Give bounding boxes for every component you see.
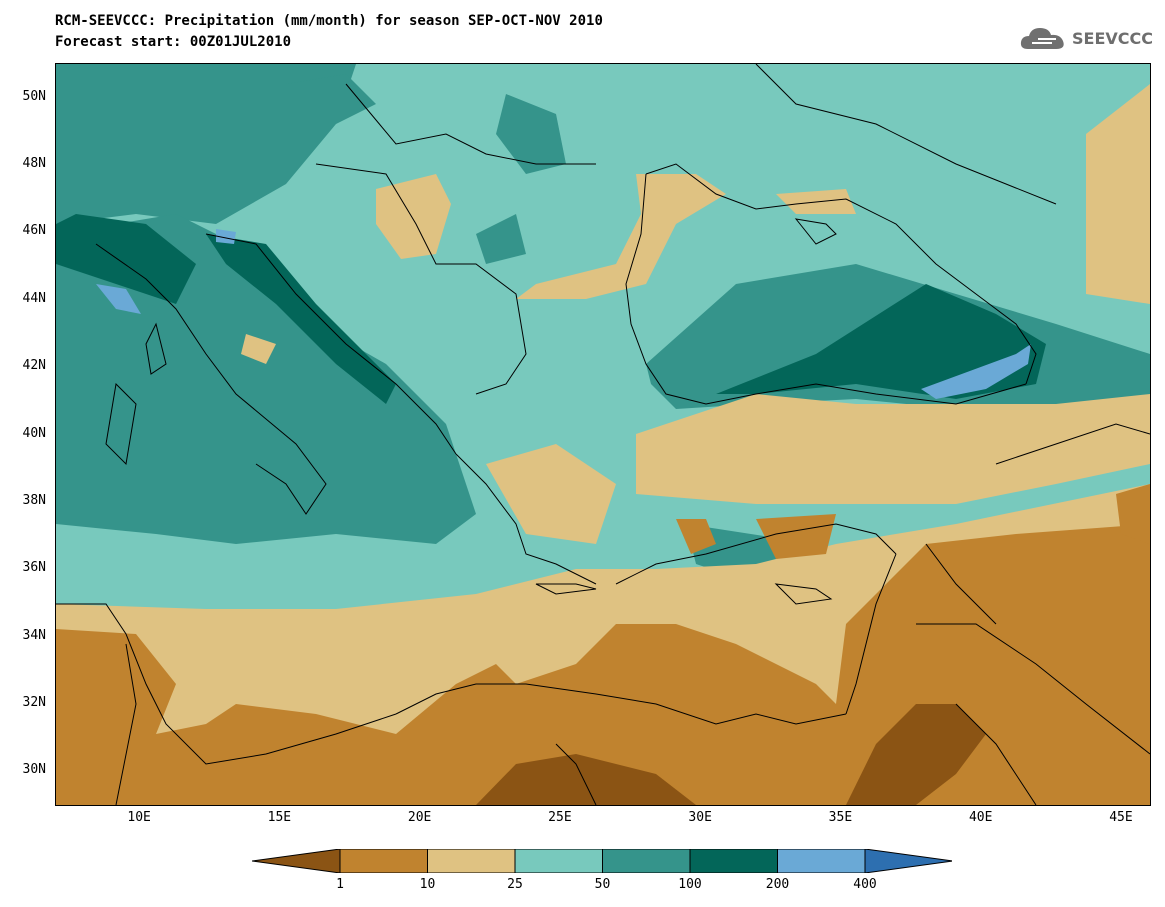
latitude-tick-label: 40N bbox=[22, 425, 46, 441]
longitude-tick-label: 20E bbox=[407, 810, 432, 825]
latitude-tick-label: 30N bbox=[22, 762, 46, 778]
latitude-tick-label: 32N bbox=[22, 694, 46, 710]
latitude-tick-label: 50N bbox=[22, 88, 46, 104]
colorbar-level-label: 200 bbox=[765, 877, 790, 892]
longitude-tick-label: 40E bbox=[968, 810, 993, 825]
longitude-tick-label: 35E bbox=[828, 810, 853, 825]
colorbar-segment bbox=[777, 849, 866, 873]
colorbar-level-label: 25 bbox=[507, 877, 523, 892]
cloud-icon bbox=[1020, 28, 1064, 49]
colorbar-level-label: 100 bbox=[678, 877, 702, 892]
map-title: RCM-SEEVCCC: Precipitation (mm/month) fo… bbox=[55, 13, 603, 29]
longitude-tick-label: 10E bbox=[127, 810, 151, 825]
seevccc-logo: SEEVCCC bbox=[1018, 22, 1153, 54]
colorbar-segment bbox=[427, 849, 516, 873]
field-1-10 bbox=[56, 484, 1150, 805]
colorbar-level-label: 400 bbox=[853, 877, 877, 892]
precipitation-field bbox=[56, 64, 1150, 805]
forecast-start-subtitle: Forecast start: 00Z01JUL2010 bbox=[55, 34, 292, 50]
latitude-tick-label: 42N bbox=[22, 358, 46, 374]
colorbar-segment-above-400 bbox=[864, 849, 952, 873]
precipitation-map bbox=[55, 63, 1151, 806]
field-100-200 bbox=[56, 214, 1046, 404]
longitude-tick-label: 45E bbox=[1109, 810, 1133, 825]
colorbar-segment bbox=[602, 849, 691, 873]
latitude-tick-label: 48N bbox=[22, 156, 46, 172]
colorbar-level-label: 1 bbox=[336, 877, 344, 892]
logo-text: SEEVCCC bbox=[1072, 28, 1153, 48]
latitude-tick-label: 36N bbox=[22, 560, 46, 576]
latitude-tick-label: 46N bbox=[22, 223, 46, 239]
field-200-400 bbox=[96, 229, 1031, 399]
coastlines-borders bbox=[56, 64, 1150, 805]
colorbar-segment bbox=[689, 849, 778, 873]
latitude-tick-label: 34N bbox=[22, 627, 46, 643]
colorbar-segment-below-1 bbox=[252, 849, 341, 873]
colorbar-segment bbox=[514, 849, 603, 873]
longitude-tick-label: 25E bbox=[548, 810, 572, 825]
field-below-1 bbox=[476, 704, 986, 805]
precipitation-colorbar bbox=[252, 849, 952, 873]
latitude-tick-label: 44N bbox=[22, 290, 46, 306]
longitude-tick-label: 15E bbox=[267, 810, 292, 825]
latitude-tick-label: 38N bbox=[22, 492, 46, 508]
colorbar-segment bbox=[339, 849, 428, 873]
longitude-tick-label: 30E bbox=[688, 810, 712, 825]
colorbar-level-label: 50 bbox=[594, 877, 611, 892]
colorbar-level-label: 10 bbox=[419, 877, 436, 892]
